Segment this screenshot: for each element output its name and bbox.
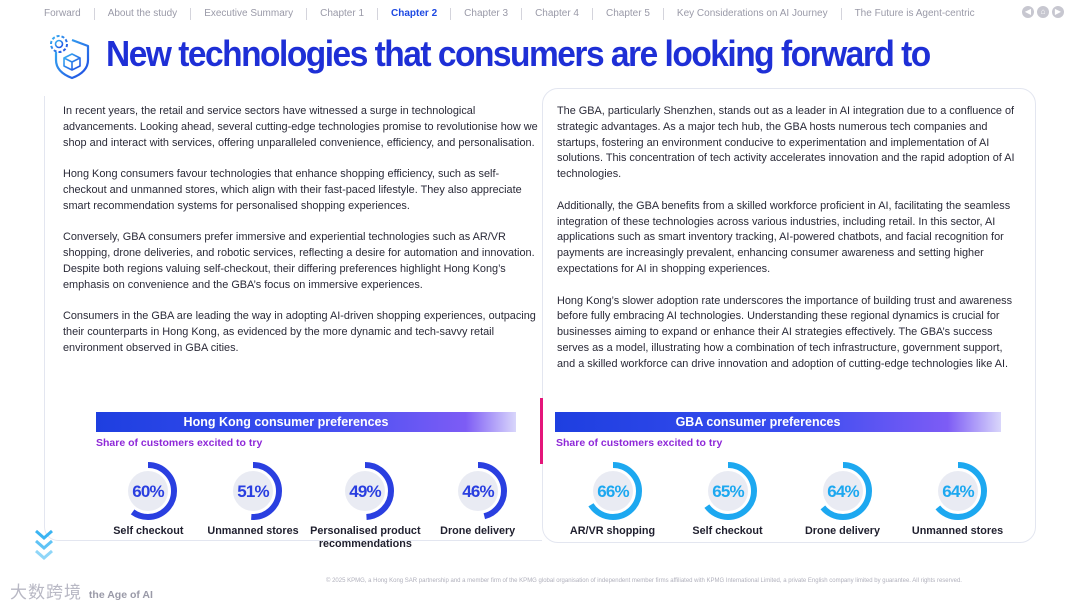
gauge-center bbox=[233, 471, 273, 511]
gauge-label: Self checkout bbox=[692, 525, 763, 537]
gauge-ring: 64% bbox=[928, 462, 987, 520]
gauge-ring: 49% bbox=[336, 462, 395, 520]
nav-item[interactable]: Chapter 1 bbox=[307, 8, 379, 20]
gauge-item: 46% Drone delivery bbox=[425, 460, 530, 551]
hk-preferences-banner: Hong Kong consumer preferences bbox=[96, 412, 516, 432]
gauge-arc bbox=[448, 462, 507, 520]
forward-icon[interactable]: ▶ bbox=[1052, 6, 1064, 18]
gauge-arc bbox=[224, 462, 282, 520]
nav-item[interactable]: Executive Summary bbox=[191, 8, 308, 20]
gauge-arc bbox=[583, 462, 642, 520]
paragraph: In recent years, the retail and service … bbox=[63, 105, 538, 149]
gauge-center bbox=[457, 471, 498, 511]
gauge-ring: 65% bbox=[698, 462, 757, 520]
gauge-value: 46% bbox=[462, 482, 494, 501]
watermark: 大数跨境 bbox=[10, 583, 82, 602]
gauge-item: 60% Self checkout bbox=[96, 460, 201, 551]
gauge-item: 66% AR/VR shopping bbox=[555, 460, 670, 538]
gauge-item: 64% Drone delivery bbox=[785, 460, 900, 538]
gauge-value: 66% bbox=[597, 482, 629, 501]
accent-divider bbox=[540, 398, 543, 464]
gauge-label: Unmanned stores bbox=[207, 525, 299, 537]
nav-item[interactable]: Chapter 4 bbox=[522, 8, 593, 20]
gauge-label: Self checkout bbox=[113, 525, 184, 537]
paragraph: Hong Kong’s slower adoption rate undersc… bbox=[557, 294, 1013, 370]
paragraph: The GBA, particularly Shenzhen, stands o… bbox=[557, 105, 1015, 181]
paragraph: Consumers in the GBA are leading the way… bbox=[63, 310, 536, 354]
paragraph: Hong Kong consumers favour technologies … bbox=[63, 168, 522, 212]
gauge-label: Drone delivery bbox=[440, 525, 516, 537]
gba-subtitle: Share of customers excited to try bbox=[556, 437, 723, 449]
gauge-center bbox=[345, 471, 386, 511]
footer-report-title: 大数跨境 the Age of AI bbox=[10, 578, 153, 603]
report-title: the Age of AI bbox=[88, 589, 153, 601]
gauge-ring: 66% bbox=[583, 462, 642, 520]
gauge-arc bbox=[336, 462, 395, 520]
gauge-item: 64% Unmanned stores bbox=[900, 460, 1015, 538]
gauge-item: 51% Unmanned stores bbox=[201, 460, 306, 551]
hk-subtitle: Share of customers excited to try bbox=[96, 437, 263, 449]
hk-banner-title: Hong Kong consumer preferences bbox=[183, 415, 389, 429]
nav-item[interactable]: About the study bbox=[95, 8, 192, 20]
left-panel-frame bbox=[44, 96, 542, 541]
nav-item[interactable]: Forward bbox=[40, 8, 95, 20]
gauge-arc bbox=[698, 462, 757, 520]
gauge-center bbox=[822, 471, 863, 511]
nav-item[interactable]: Chapter 2 bbox=[378, 8, 452, 20]
gauge-value: 60% bbox=[133, 482, 165, 501]
gauge-center bbox=[707, 471, 748, 511]
top-navigation: Forward About the study Executive Summary C… bbox=[40, 6, 1000, 22]
gauge-center bbox=[128, 471, 169, 511]
right-panel-frame bbox=[542, 88, 1036, 543]
gauge-arc bbox=[813, 462, 872, 520]
gba-gauge-row: 66% AR/VR shopping 65% Self checkout 64% Dron… bbox=[555, 460, 1015, 538]
gauge-label: Unmanned stores bbox=[911, 525, 1004, 537]
shield-gear-icon bbox=[50, 35, 90, 80]
gauge-ring: 46% bbox=[448, 462, 507, 520]
gauge-ring: 51% bbox=[224, 462, 282, 520]
gauge-value: 65% bbox=[712, 482, 744, 501]
gauge-center bbox=[592, 471, 633, 511]
gauge-item: 49% Personalised product recommendations bbox=[305, 460, 425, 551]
nav-item[interactable]: Chapter 3 bbox=[451, 8, 523, 20]
gauge-arc bbox=[119, 462, 178, 520]
chevron-down-icon bbox=[35, 529, 53, 560]
gauge-value: 64% bbox=[827, 482, 859, 501]
gauge-value: 49% bbox=[350, 482, 382, 501]
hk-gauge-row: 60% Self checkout 51% Unmanned stores 49% Per… bbox=[96, 460, 530, 551]
gauge-label: Personalised product recommendations bbox=[310, 525, 421, 550]
gauge-item: 65% Self checkout bbox=[670, 460, 785, 538]
gba-preferences-banner: GBA consumer preferences bbox=[555, 412, 1001, 432]
gauge-label: Drone delivery bbox=[804, 525, 880, 537]
gba-banner-title: GBA consumer preferences bbox=[675, 415, 841, 429]
gauge-arc bbox=[928, 462, 987, 520]
paragraph: Additionally, the GBA benefits from a sk… bbox=[557, 199, 1011, 275]
gauge-ring: 60% bbox=[119, 462, 178, 520]
back-icon[interactable]: ◀ bbox=[1022, 6, 1034, 18]
paragraph: Conversely, GBA consumers prefer immersi… bbox=[63, 231, 535, 291]
gauge-center bbox=[937, 471, 978, 511]
gauge-label: AR/VR shopping bbox=[569, 525, 656, 537]
gauge-value: 51% bbox=[237, 482, 269, 501]
gauge-ring: 64% bbox=[813, 462, 872, 520]
right-text-column: The GBA, particularly Shenzhen, stands o… bbox=[557, 104, 1017, 388]
gauge-value: 64% bbox=[942, 482, 974, 501]
nav-item[interactable]: Key Considerations on AI Journey bbox=[664, 8, 842, 20]
home-icon[interactable]: ⌂ bbox=[1037, 6, 1049, 18]
page-title: New technologies that consumers are look… bbox=[106, 33, 931, 74]
copyright-notice: © 2025 KPMG, a Hong Kong SAR partnership… bbox=[326, 578, 962, 584]
left-text-column: In recent years, the retail and service … bbox=[63, 104, 539, 373]
nav-item[interactable]: The Future is Agent-centric bbox=[854, 8, 975, 19]
nav-icons: ◀ ⌂ ▶ bbox=[1022, 6, 1064, 18]
nav-item[interactable]: Chapter 5 bbox=[593, 8, 664, 20]
